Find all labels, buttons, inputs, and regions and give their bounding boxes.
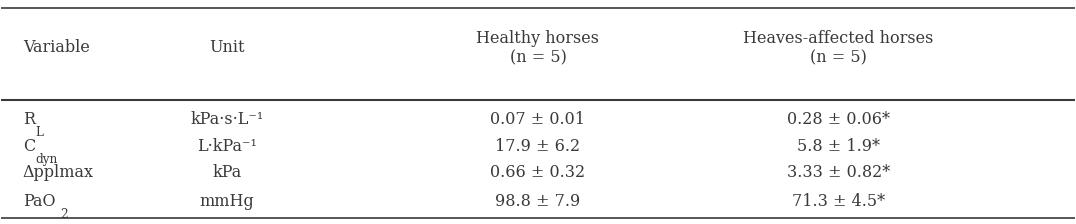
Text: 71.3 ± 4.5*: 71.3 ± 4.5* — [792, 193, 886, 210]
Text: C: C — [23, 138, 36, 155]
Text: 98.8 ± 7.9: 98.8 ± 7.9 — [495, 193, 581, 210]
Text: 0.66 ± 0.32: 0.66 ± 0.32 — [491, 164, 585, 181]
Text: kPa·s·L⁻¹: kPa·s·L⁻¹ — [190, 111, 264, 128]
Text: 0.07 ± 0.01: 0.07 ± 0.01 — [491, 111, 585, 128]
Text: Unit: Unit — [209, 39, 244, 56]
Text: Δpplmax: Δpplmax — [23, 164, 94, 181]
Text: kPa: kPa — [212, 164, 241, 181]
Text: L·kPa⁻¹: L·kPa⁻¹ — [197, 138, 257, 155]
Text: Heaves-affected horses
(n = 5): Heaves-affected horses (n = 5) — [744, 30, 934, 66]
Text: Variable: Variable — [23, 39, 89, 56]
Text: 5.8 ± 1.9*: 5.8 ± 1.9* — [797, 138, 880, 155]
Text: Healthy horses
(n = 5): Healthy horses (n = 5) — [477, 30, 599, 66]
Text: PaO: PaO — [23, 193, 55, 210]
Text: 0.28 ± 0.06*: 0.28 ± 0.06* — [787, 111, 890, 128]
Text: 17.9 ± 6.2: 17.9 ± 6.2 — [495, 138, 581, 155]
Text: L: L — [36, 126, 43, 139]
Text: 2: 2 — [60, 208, 68, 221]
Text: dyn: dyn — [36, 153, 57, 166]
Text: 3.33 ± 0.82*: 3.33 ± 0.82* — [787, 164, 890, 181]
Text: R: R — [23, 111, 36, 128]
Text: mmHg: mmHg — [199, 193, 254, 210]
